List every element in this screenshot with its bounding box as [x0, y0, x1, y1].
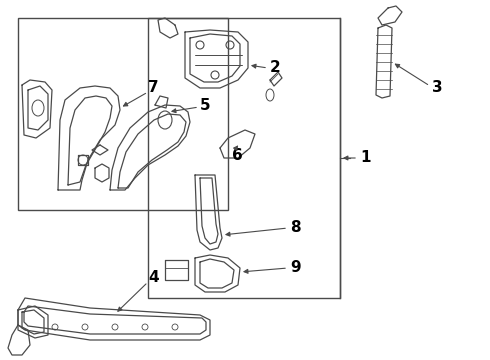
Text: 7: 7	[148, 81, 159, 95]
Text: 5: 5	[200, 98, 211, 112]
Text: 9: 9	[290, 261, 301, 275]
Text: 2: 2	[270, 60, 281, 76]
Text: 6: 6	[232, 148, 243, 162]
Text: 3: 3	[432, 81, 442, 95]
Text: 1: 1	[360, 150, 370, 166]
Bar	[148, 18, 340, 298]
Text: 4: 4	[148, 270, 159, 285]
Bar	[18, 18, 228, 210]
Text: 8: 8	[290, 220, 301, 235]
